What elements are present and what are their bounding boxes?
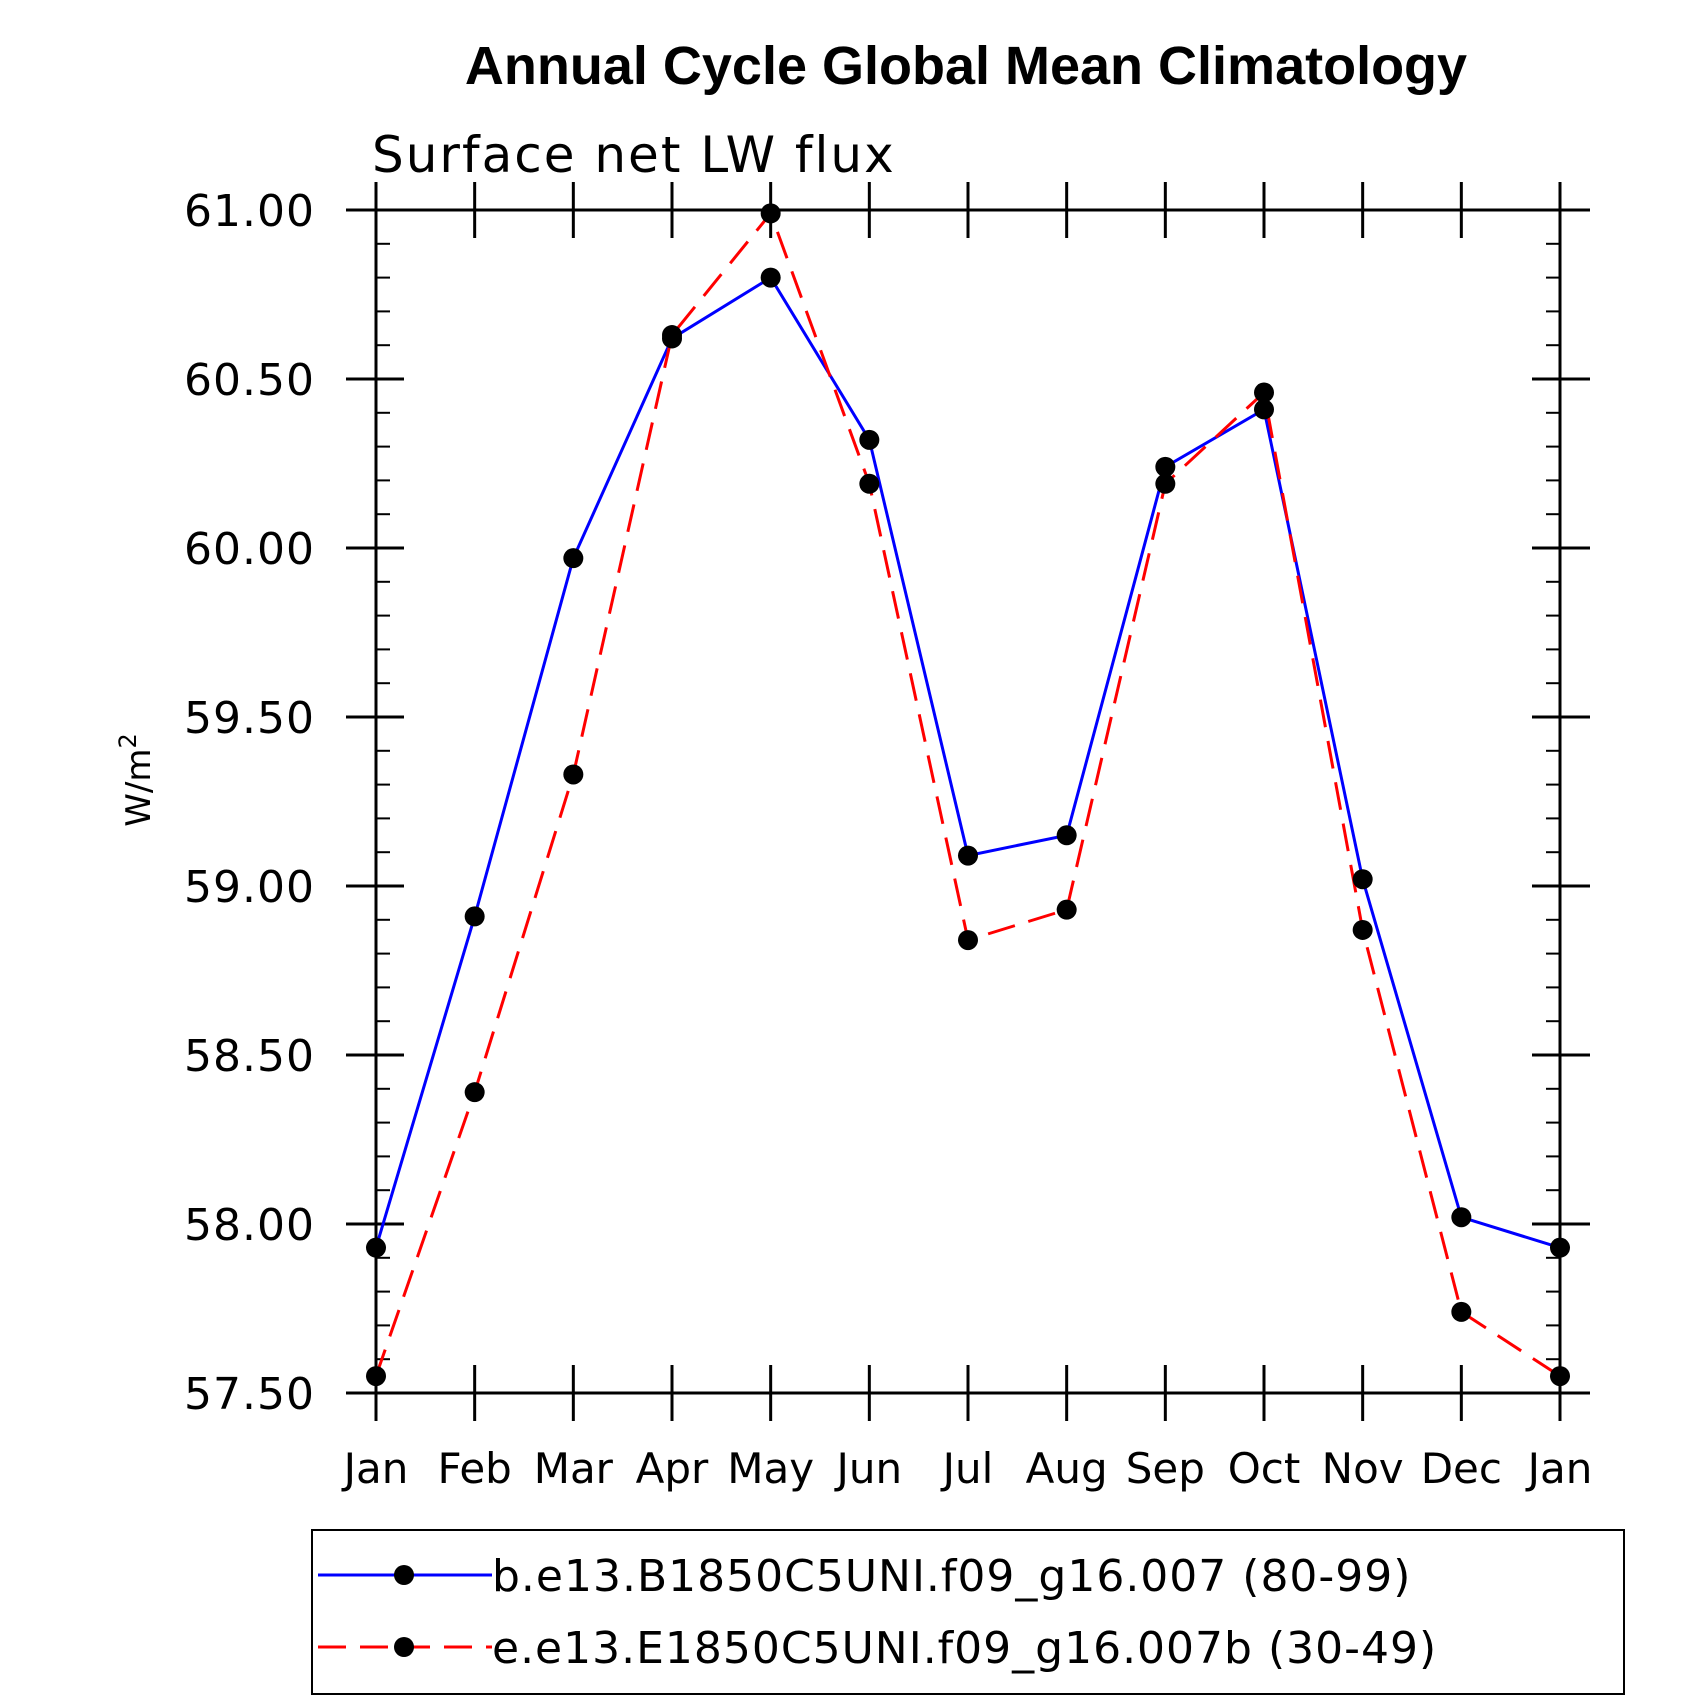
y-tick-label: 59.50 (184, 693, 315, 744)
legend-entry-1: b.e13.B1850C5UNI.f09_g16.007 (80-99) (318, 1551, 1411, 1602)
y-axis-label-superscript: 2 (114, 733, 142, 748)
series-1-point (464, 906, 485, 927)
tick-layer (346, 182, 1590, 1421)
series-2-point (1056, 899, 1077, 920)
series-2-point (958, 930, 978, 951)
legend-label-1: b.e13.B1850C5UNI.f09_g16.007 (80-99) (492, 1551, 1411, 1602)
series-1-point (1056, 825, 1077, 846)
x-tick-label: Sep (1126, 1444, 1205, 1493)
x-tick-label: Dec (1421, 1444, 1502, 1493)
series-1-point (1550, 1237, 1570, 1258)
y-tick-label: 60.00 (184, 524, 315, 575)
series-1-point (366, 1237, 386, 1258)
series-layer (366, 203, 1570, 1387)
series-line-1 (374, 275, 1561, 1250)
y-tick-label: 61.00 (184, 186, 315, 237)
series-2-point (1352, 919, 1373, 940)
legend-marker-1 (394, 1565, 414, 1585)
y-axis-label-base: W/m (119, 749, 159, 827)
series-1-point (1352, 869, 1373, 890)
x-tick-label: Jan (1525, 1444, 1593, 1493)
series-2-point (563, 764, 584, 785)
series-1-point (760, 267, 781, 288)
x-tick-label: Apr (636, 1444, 709, 1493)
series-2-point (1155, 473, 1176, 494)
series-2-point (1550, 1366, 1570, 1387)
series-1-point (859, 429, 880, 450)
series-2-point (662, 325, 682, 346)
y-tick-label: 60.50 (184, 355, 315, 406)
series-1-point (958, 845, 978, 866)
x-tick-label: Oct (1228, 1444, 1301, 1493)
series-1-point (1451, 1207, 1472, 1228)
y-tick-label: 58.50 (184, 1031, 315, 1082)
series-1-point (1155, 456, 1176, 477)
series-1-point (563, 548, 584, 569)
x-tick-label: Jan (341, 1444, 409, 1493)
chart-title: Annual Cycle Global Mean Climatology (465, 36, 1467, 96)
series-1-point (1254, 399, 1274, 420)
y-tick-label: 59.00 (184, 862, 315, 913)
x-tick-label: Nov (1322, 1444, 1404, 1493)
chart-subtitle: Surface net LW flux (372, 126, 896, 184)
x-tick-label: May (727, 1444, 814, 1493)
y-tick-label: 58.00 (184, 1200, 315, 1251)
series-2-point (366, 1366, 386, 1387)
legend-entry-2: e.e13.E1850C5UNI.f09_g16.007b (30-49) (318, 1623, 1437, 1674)
plot-frame (374, 208, 1562, 1395)
legend-box (311, 1529, 1625, 1695)
y-axis-label: W/m2 (114, 733, 159, 826)
series-2-point (859, 473, 880, 494)
x-tick-label: Aug (1026, 1444, 1108, 1493)
x-tick-label: Jun (834, 1444, 903, 1493)
legend-label-2: e.e13.E1850C5UNI.f09_g16.007b (30-49) (492, 1623, 1437, 1674)
x-tick-label: Jul (940, 1444, 994, 1493)
x-tick-labels: Jan Feb Mar Apr May Jun Jul Aug Sep Oct Nov Dec Jan (341, 1444, 1593, 1493)
series-2-point (464, 1082, 485, 1103)
legend-marker-2 (394, 1637, 414, 1657)
series-2-point (1451, 1301, 1472, 1322)
series-2-point (760, 203, 781, 224)
y-tick-labels: 57.50 58.00 58.50 59.00 59.50 60.00 60.50 61.00 (184, 186, 315, 1420)
x-tick-label: Mar (534, 1444, 614, 1493)
y-tick-label: 57.50 (184, 1369, 315, 1420)
series-line-2 (374, 210, 1561, 1378)
series-2-point (1254, 382, 1274, 403)
x-tick-label: Feb (437, 1444, 511, 1493)
